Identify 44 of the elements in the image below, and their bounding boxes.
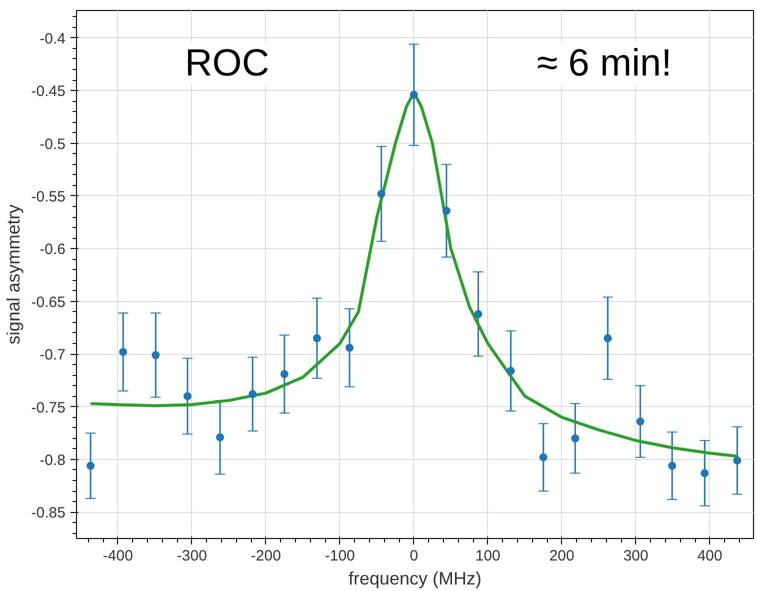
point — [474, 310, 482, 318]
y-tick-label: -0.55 — [31, 188, 66, 206]
x-tick-label: -400 — [102, 548, 133, 564]
y-tick-label: -0.7 — [40, 346, 66, 364]
y-tick-label: -0.4 — [40, 30, 66, 48]
y-tick-label: -0.6 — [40, 241, 66, 258]
point — [604, 334, 612, 342]
point — [216, 433, 224, 442]
y-tick-label: -0.45 — [31, 83, 66, 100]
point — [248, 390, 257, 398]
x-tick-label: 200 — [549, 548, 574, 564]
point — [119, 348, 128, 356]
y-tick-label: -0.85 — [31, 504, 66, 522]
y-tick-label: -0.75 — [31, 399, 66, 416]
x-tick-label: 300 — [623, 548, 648, 564]
point — [280, 370, 288, 378]
point — [506, 366, 515, 375]
point — [152, 351, 160, 360]
x-tick-label: 0 — [410, 548, 418, 564]
y-tick-label: -0.65 — [31, 294, 66, 311]
x-tick-label: -200 — [250, 548, 281, 564]
point — [346, 344, 354, 352]
point — [636, 418, 644, 426]
point — [312, 334, 321, 342]
point — [668, 462, 676, 470]
x-tick-label: 400 — [697, 548, 722, 564]
annotation: ≈ 6 min! — [536, 42, 672, 84]
point — [571, 434, 580, 442]
point — [539, 453, 548, 462]
point — [700, 469, 709, 478]
point — [733, 456, 742, 465]
y-axis-title: signal asymmetry — [3, 204, 24, 345]
y-tick-label: -0.8 — [40, 452, 66, 469]
x-tick-label: -300 — [176, 548, 207, 564]
point — [86, 462, 95, 470]
point — [183, 392, 192, 400]
point — [442, 206, 450, 215]
point — [377, 190, 386, 198]
x-axis-title: frequency (MHz) — [348, 568, 482, 588]
x-tick-label: 100 — [475, 548, 500, 564]
x-tick-label: -100 — [324, 548, 355, 564]
y-tick-label: -0.5 — [40, 136, 66, 153]
annotation: ROC — [184, 42, 270, 84]
point — [410, 90, 418, 99]
